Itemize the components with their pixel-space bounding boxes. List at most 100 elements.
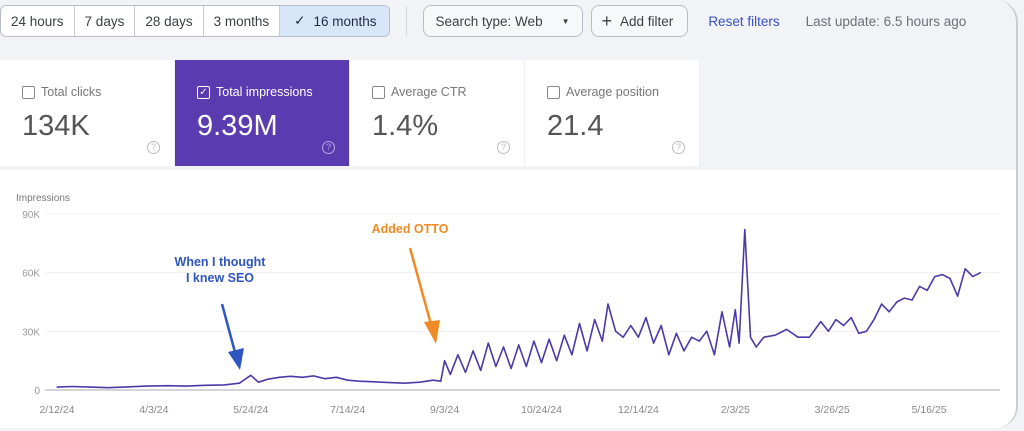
- help-icon[interactable]: ?: [497, 141, 510, 154]
- data-point: [238, 382, 240, 384]
- annotation-text-seo: I knew SEO: [186, 271, 254, 285]
- data-point: [820, 320, 822, 323]
- data-point: [749, 336, 752, 338]
- data-point: [358, 380, 360, 382]
- data-point: [419, 381, 421, 383]
- caret-down-icon: ▼: [561, 16, 570, 26]
- data-point: [637, 336, 640, 338]
- metric-cards: Total clicks 134K ? ✓ Total impressions 9…: [0, 60, 700, 166]
- x-tick-label: 9/3/24: [430, 404, 459, 416]
- date-range-selector: 24 hours 7 days 28 days 3 months ✓ 16 mo…: [0, 5, 390, 37]
- data-point: [972, 275, 974, 278]
- data-point: [518, 344, 520, 346]
- data-point: [267, 378, 269, 380]
- data-point: [873, 319, 875, 321]
- data-point: [729, 346, 731, 348]
- data-point: [404, 382, 406, 384]
- data-point: [533, 340, 535, 342]
- annotation-text-seo: When I thought: [175, 255, 267, 269]
- data-point: [324, 378, 326, 380]
- x-tick-label: 3/26/25: [815, 404, 850, 416]
- checkbox-icon[interactable]: [547, 85, 560, 99]
- data-point: [827, 330, 830, 332]
- data-point: [738, 342, 740, 344]
- x-tick-label: 5/16/25: [912, 404, 947, 416]
- range-7-days[interactable]: 7 days: [75, 6, 136, 36]
- range-28-days[interactable]: 28 days: [135, 6, 204, 36]
- data-point: [480, 369, 482, 372]
- filter-toolbar: 24 hours 7 days 28 days 3 months ✓ 16 mo…: [0, 5, 966, 37]
- data-point: [56, 386, 58, 388]
- y-tick-label: 90K: [22, 210, 40, 221]
- annotation-arrow-seo: [220, 303, 238, 357]
- data-point: [713, 354, 716, 356]
- data-point: [449, 373, 451, 375]
- data-point: [586, 350, 588, 352]
- help-icon[interactable]: ?: [672, 141, 685, 154]
- metric-value: 9.39M: [197, 110, 278, 142]
- data-point: [949, 277, 951, 280]
- help-icon[interactable]: ?: [147, 141, 160, 154]
- data-point: [622, 336, 624, 338]
- data-point: [278, 376, 280, 378]
- x-tick-label: 10/24/24: [521, 404, 562, 416]
- data-point: [312, 375, 315, 377]
- range-label: 16 months: [313, 13, 377, 29]
- range-24-hours[interactable]: 24 hours: [1, 6, 75, 36]
- data-point: [601, 340, 603, 342]
- metric-value: 134K: [22, 110, 90, 142]
- search-type-dropdown[interactable]: Search type: Web ▼: [422, 5, 583, 37]
- data-point: [903, 297, 906, 299]
- data-point: [166, 385, 168, 387]
- data-point: [957, 295, 959, 297]
- data-point: [563, 334, 565, 336]
- range-16-months[interactable]: ✓ 16 months: [280, 6, 389, 36]
- divider: [405, 6, 407, 36]
- data-point: [457, 354, 459, 356]
- data-point: [865, 330, 868, 332]
- last-update-text: Last update: 6.5 hours ago: [805, 13, 967, 29]
- data-point: [797, 336, 799, 338]
- data-point: [964, 268, 966, 270]
- add-filter-button[interactable]: + Add filter: [590, 5, 689, 37]
- y-tick-label: 60K: [22, 269, 40, 280]
- checkbox-icon[interactable]: [372, 85, 385, 99]
- data-point: [578, 322, 581, 325]
- y-axis-label: Impressions: [16, 193, 70, 204]
- impressions-chart: Impressions 0 30K 60K 90K 2/12/24 4/3/24 5/24/2…: [0, 170, 1016, 428]
- metric-label: Total clicks: [41, 85, 102, 99]
- annotation-arrow-otto: [408, 247, 434, 329]
- data-point: [774, 334, 776, 336]
- data-point: [90, 386, 92, 388]
- data-point: [440, 380, 442, 382]
- data-point: [630, 324, 632, 327]
- metric-card-average-ctr[interactable]: Average CTR 1.4% ?: [350, 60, 525, 166]
- data-point: [843, 324, 845, 327]
- data-point: [683, 350, 685, 352]
- range-3-months[interactable]: 3 months: [204, 6, 281, 36]
- reset-filters-link[interactable]: Reset filters: [708, 13, 780, 29]
- data-point: [744, 229, 746, 231]
- metric-card-average-position[interactable]: Average position 21.4 ?: [525, 60, 700, 166]
- data-point: [615, 330, 617, 332]
- x-tick-label: 2/3/25: [721, 404, 750, 416]
- data-point: [934, 275, 936, 278]
- data-point: [979, 272, 982, 274]
- data-point: [556, 360, 558, 362]
- data-point: [487, 342, 489, 344]
- metric-label: Average CTR: [391, 85, 467, 99]
- data-point: [502, 346, 505, 348]
- check-icon: ✓: [294, 13, 306, 28]
- checkbox-icon[interactable]: [22, 85, 35, 99]
- plus-icon: +: [601, 10, 613, 31]
- data-point: [691, 336, 693, 338]
- help-icon[interactable]: ?: [322, 141, 335, 154]
- data-point: [571, 354, 573, 356]
- checkbox-checked-icon[interactable]: ✓: [197, 85, 210, 99]
- data-point: [444, 360, 446, 362]
- arrow-head-icon: [424, 320, 440, 344]
- metric-card-total-clicks[interactable]: Total clicks 134K ?: [0, 60, 175, 166]
- x-tick-label: 12/14/24: [618, 404, 659, 416]
- metric-card-total-impressions[interactable]: ✓ Total impressions 9.39M ?: [175, 60, 350, 166]
- data-point: [941, 274, 944, 276]
